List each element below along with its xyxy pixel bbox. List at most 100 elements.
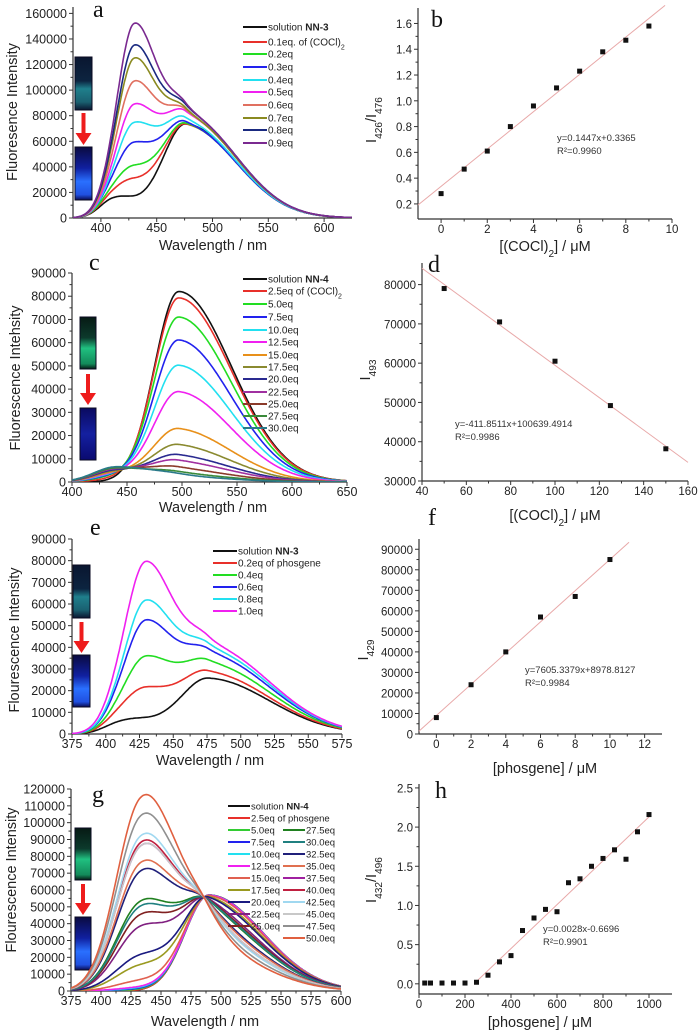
label-part: [(COCl) [509, 508, 558, 524]
series-line-0.2eq-of-phosgene [72, 669, 342, 734]
x-tick-label: 1000 [636, 999, 662, 1011]
label-part: I [358, 376, 374, 380]
x-tick-label: 500 [172, 485, 193, 499]
x-tick-label: 475 [197, 737, 218, 751]
y-tick-label: 60000 [32, 135, 67, 149]
series-line-0.6eq [72, 618, 342, 734]
x-tick-label: 120 [590, 486, 609, 498]
fit-equation: y=0.0028x-0.6696 [543, 924, 619, 935]
data-point [635, 829, 640, 835]
label-part: /I [364, 114, 380, 122]
legend-entry: 22.5eq [251, 910, 280, 921]
y-tick-label: 80000 [30, 850, 65, 864]
x-tick-label: 450 [163, 737, 184, 751]
x-tick-label: 550 [271, 994, 292, 1008]
legend-label: 0.6eq [238, 583, 263, 594]
legend-label: 35.0eq [306, 862, 335, 873]
vial-after-image [74, 146, 93, 201]
data-point [554, 909, 560, 915]
y-tick-label: 20000 [31, 429, 66, 443]
legend-entry: solution NN-3 [238, 547, 299, 558]
legend-entry: solution NN-4 [251, 802, 309, 813]
panel-letter: f [428, 505, 436, 531]
legend-entry: 17.5eq [268, 363, 299, 374]
data-point [508, 953, 514, 959]
legend-entry: 0.6eq [238, 583, 263, 594]
y-tick-label: 100000 [25, 84, 67, 98]
y-tick-label: 10000 [381, 709, 413, 721]
x-tick-label: 550 [227, 485, 248, 499]
y-tick-label: 110000 [24, 799, 65, 813]
y-tick-label: 50000 [381, 627, 413, 639]
legend-label: 7.5eq [251, 838, 275, 849]
legend-label: 2.5eq of (COCl) [268, 287, 338, 298]
vial-after-image [79, 407, 97, 461]
y-axis-label: Flourescence Intensity [7, 567, 23, 713]
y-tick-label: 60000 [381, 606, 413, 618]
y-tick-label: 60000 [30, 884, 65, 898]
data-point [497, 959, 502, 965]
legend-label: 25.0eq [251, 922, 280, 933]
legend-label: 0.5eq [268, 88, 293, 99]
y-tick-label: 10000 [31, 706, 66, 720]
y-tick-label: 70000 [384, 319, 416, 331]
legend-entry: 0.1eq. of (COCl)2 [268, 38, 345, 52]
legend-label: 0.7eq [268, 114, 293, 125]
x-tick-label: 525 [264, 737, 285, 751]
y-tick-label: 90000 [31, 533, 66, 547]
y-tick-label: 1.2 [396, 71, 412, 83]
subscript: 2 [548, 249, 554, 260]
vial-before-image [74, 56, 93, 111]
y-tick-label: 0.0 [397, 979, 413, 991]
legend-entry: 17.5eq [251, 886, 280, 897]
chart-panel-e: 375 400 425 450 475 500 525 550 575 0 10000 20000 30… [7, 515, 352, 769]
y-tick-label: 1.4 [396, 45, 413, 57]
subscript: 476 [374, 97, 385, 114]
data-point [554, 85, 560, 91]
y-tick-label: 0 [60, 212, 67, 226]
chart-panel-c: 400 450 500 550 600 650 0 10000 20000 30000 40000 5… [8, 250, 357, 516]
x-tick-label: 200 [455, 999, 474, 1011]
legend-label: 0.2eq [268, 50, 293, 61]
legend-label: 27.5eq [306, 826, 335, 837]
legend-entry: 1.0eq [238, 607, 263, 618]
data-point [572, 593, 578, 599]
legend-label: 1.0eq [238, 607, 263, 618]
legend-entry: 20.0eq [268, 375, 299, 386]
x-tick-label: 10 [666, 224, 679, 236]
legend-entry: 47.5eq [306, 922, 335, 933]
data-point [507, 124, 513, 130]
vial-before-image [72, 564, 91, 619]
legend-label: 50.0eq [306, 934, 335, 945]
series-line-50.0eq [71, 793, 341, 990]
legend-entry: 7.5eq [268, 313, 293, 324]
x-tick-label: 425 [121, 994, 142, 1008]
y-tick-label: 40000 [384, 437, 416, 449]
chart-panel-h: 0 200 400 600 800 1000 0.0 0.5 1.0 1.5 2.0 2.5 [phos… [364, 778, 672, 1031]
label-part: Wavelength / nm [151, 1014, 259, 1030]
x-tick-label: 400 [501, 999, 520, 1011]
data-point [468, 682, 474, 688]
legend-label-bold: NN-4 [305, 275, 329, 286]
series-line-solution [72, 677, 342, 734]
label-part: Flourescence Intensity [7, 567, 23, 713]
y-tick-label: 40000 [32, 160, 67, 174]
legend-entry: 2.5eq of phosgene [251, 814, 330, 825]
legend-label: 17.5eq [268, 363, 299, 374]
fit-equation: y=0.1447x+0.3365 [557, 133, 636, 144]
y-tick-label: 20000 [30, 951, 65, 965]
data-point [566, 880, 571, 886]
x-tick-label: 60 [460, 486, 473, 498]
x-tick-label: 500 [202, 221, 223, 235]
fit-r-squared: R²=0.9901 [543, 937, 588, 948]
label-part: Fluoresence Intensity [5, 42, 21, 181]
chart-panel-d: 40 60 80 100 120 140 160 30000 40000 50000 60000 70… [358, 252, 698, 529]
legend-label-sub: 2 [338, 293, 342, 300]
series-line-10.0eq [72, 364, 347, 482]
data-point [607, 403, 613, 409]
legend-entry: 0.3eq [268, 63, 293, 74]
spectra-series [72, 290, 347, 482]
y-tick-label: 50000 [384, 398, 416, 410]
arrow-head-icon [73, 641, 90, 653]
